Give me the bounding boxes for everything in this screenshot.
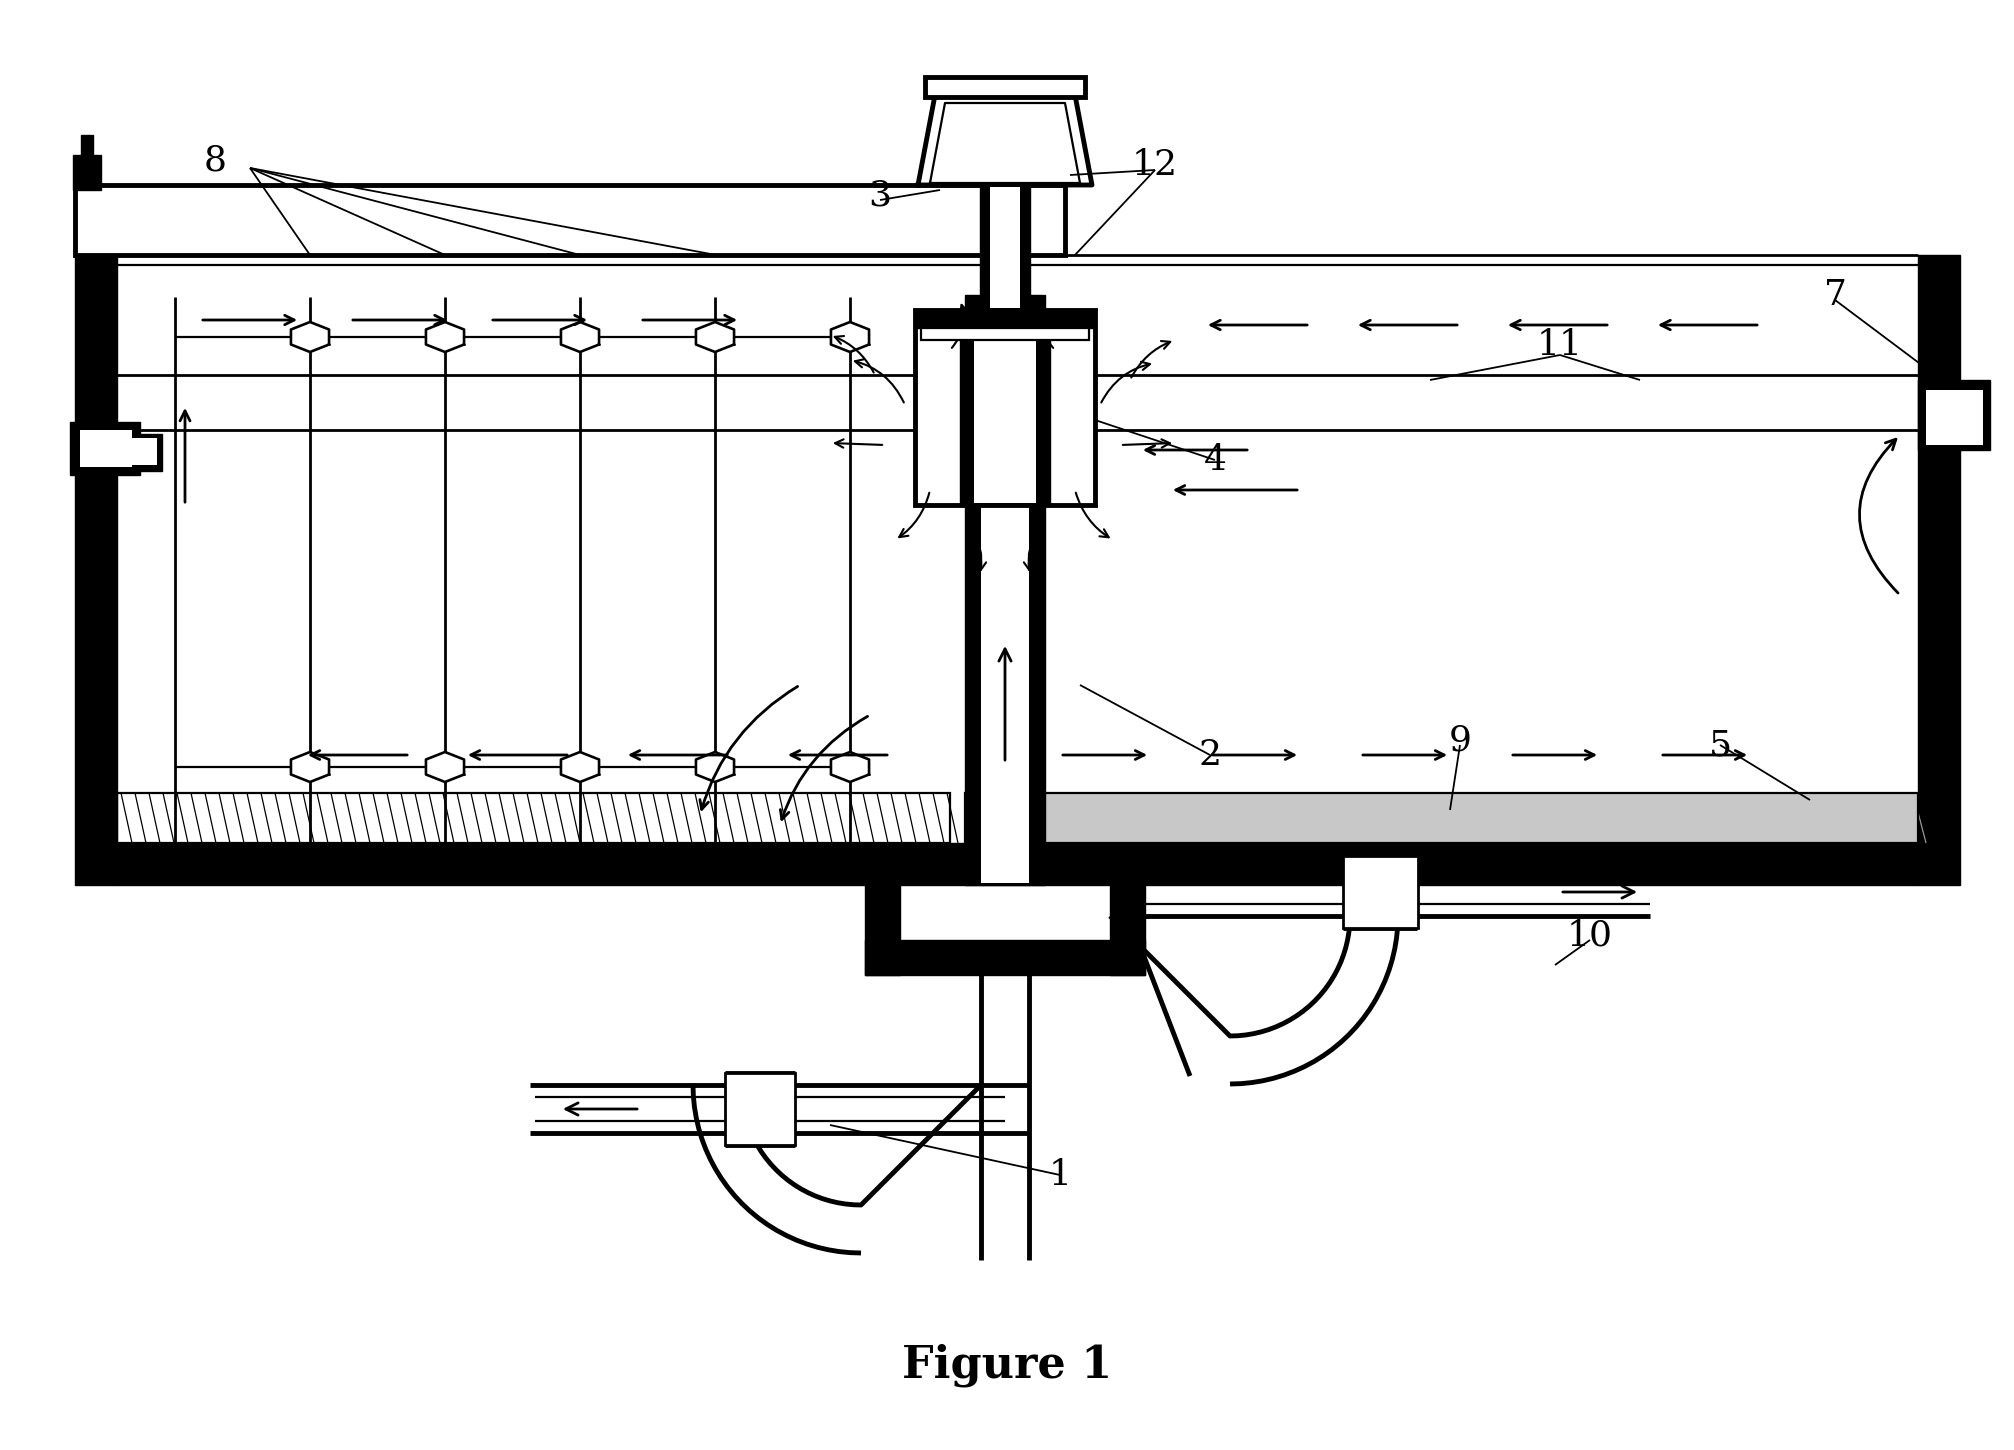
Bar — [1917, 255, 1960, 884]
Polygon shape — [918, 96, 1092, 186]
Bar — [70, 422, 139, 476]
Text: 6: 6 — [89, 603, 111, 637]
Polygon shape — [560, 322, 598, 352]
Bar — [117, 842, 1917, 884]
Bar — [1343, 856, 1418, 928]
Text: 10: 10 — [1567, 918, 1611, 953]
Text: 2: 2 — [1198, 738, 1220, 771]
Polygon shape — [830, 322, 868, 352]
Bar — [73, 155, 101, 190]
Text: 5: 5 — [1708, 728, 1730, 763]
Polygon shape — [695, 322, 733, 352]
Polygon shape — [695, 753, 733, 782]
Polygon shape — [560, 753, 598, 782]
Bar — [973, 312, 1035, 503]
Bar — [864, 842, 900, 974]
Text: Figure 1: Figure 1 — [902, 1343, 1112, 1386]
Polygon shape — [425, 322, 463, 352]
Bar — [81, 431, 133, 467]
Bar — [965, 294, 1045, 884]
Bar — [959, 310, 1049, 505]
Bar — [81, 135, 93, 160]
Bar — [965, 793, 1917, 842]
Bar — [725, 1073, 796, 1146]
Bar — [914, 310, 1094, 505]
Polygon shape — [830, 753, 868, 782]
Bar — [914, 310, 1094, 328]
Polygon shape — [425, 753, 463, 782]
Bar — [920, 328, 1088, 339]
Bar — [864, 940, 1144, 974]
Bar — [75, 186, 1065, 255]
Bar — [127, 438, 157, 465]
Text: 4: 4 — [1202, 444, 1227, 477]
Text: 11: 11 — [1537, 328, 1583, 362]
Bar — [924, 77, 1084, 97]
Text: 12: 12 — [1132, 148, 1178, 183]
Bar — [979, 186, 1029, 310]
Bar — [117, 434, 161, 471]
Polygon shape — [290, 753, 328, 782]
Bar — [75, 255, 117, 884]
Bar — [989, 187, 1019, 307]
Text: 8: 8 — [203, 144, 226, 177]
Text: 1: 1 — [1047, 1159, 1071, 1192]
Bar — [117, 793, 949, 842]
Bar — [1110, 842, 1144, 974]
Bar — [1917, 380, 1990, 450]
Text: 9: 9 — [1448, 724, 1470, 757]
Polygon shape — [290, 322, 328, 352]
Bar — [981, 297, 1029, 883]
Bar — [1925, 390, 1982, 445]
Text: 7: 7 — [1823, 278, 1845, 312]
Text: 3: 3 — [868, 178, 890, 212]
